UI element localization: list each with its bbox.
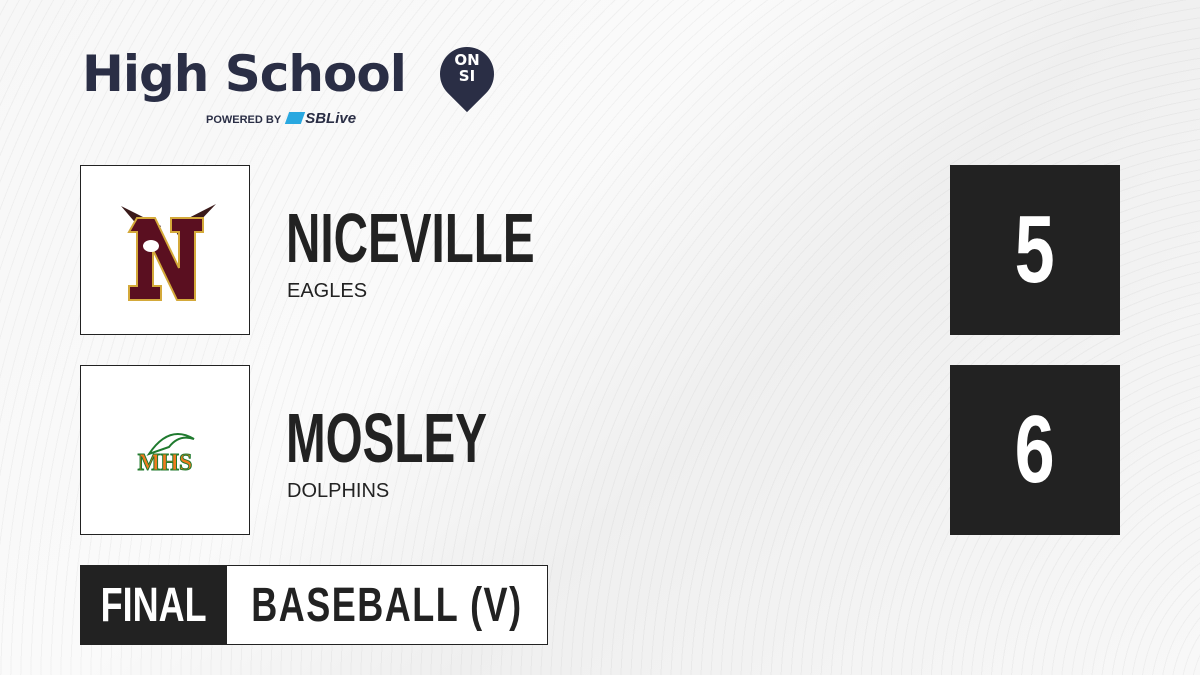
score-value: 6 <box>1014 396 1056 503</box>
team-logo-niceville <box>80 165 250 335</box>
team-name: MOSLEY <box>286 399 488 477</box>
team-score: 6 <box>950 365 1120 535</box>
powered-by: POWERED BY SBLive <box>206 110 356 127</box>
pin-badge: ON SI <box>440 52 494 84</box>
sport-label: BASEBALL (V) <box>227 566 547 644</box>
team-name: NICEVILLE <box>286 199 535 277</box>
team-mascot: EAGLES <box>287 280 368 302</box>
dolphin-mhs-icon: MHS <box>137 433 195 477</box>
team-mascot: DOLPHINS <box>287 480 390 502</box>
badge-top: ON <box>454 51 480 69</box>
game-status-bar: FINAL BASEBALL (V) <box>80 565 548 645</box>
team-logo-mosley: MHS <box>80 365 250 535</box>
partner-name: SBLive <box>305 110 357 127</box>
eagle-n-icon <box>121 204 216 301</box>
final-badge: FINAL <box>81 566 227 644</box>
powered-by-label: POWERED BY <box>206 114 282 126</box>
logo-title: High School <box>82 45 407 103</box>
status-label: FINAL <box>101 578 207 632</box>
score-value: 5 <box>1014 196 1056 303</box>
sport-text: BASEBALL (V) <box>251 578 523 632</box>
logo-text: MHS <box>138 450 193 476</box>
high-school-on-si-logo: High School ON SI POWERED BY SBLive <box>82 35 506 127</box>
team-score: 5 <box>950 165 1120 335</box>
badge-bottom: SI <box>458 67 476 85</box>
sblive-icon <box>285 112 306 124</box>
